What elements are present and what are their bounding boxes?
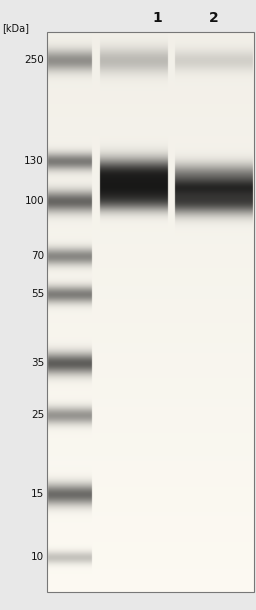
Text: 15: 15 — [31, 489, 44, 499]
Text: 35: 35 — [31, 358, 44, 368]
Bar — [47, 32, 254, 592]
Text: 10: 10 — [31, 552, 44, 562]
Text: 250: 250 — [24, 55, 44, 65]
Text: 130: 130 — [24, 156, 44, 166]
Text: 70: 70 — [31, 251, 44, 261]
Text: 100: 100 — [24, 196, 44, 206]
Text: 55: 55 — [31, 289, 44, 299]
Text: 25: 25 — [31, 410, 44, 420]
Text: 2: 2 — [209, 11, 219, 25]
Text: 1: 1 — [153, 11, 162, 25]
Text: [kDa]: [kDa] — [2, 23, 29, 33]
